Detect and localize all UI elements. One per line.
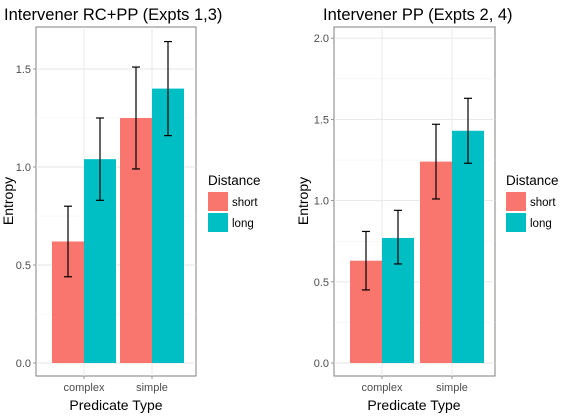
- y-tick-label: 1.0: [16, 162, 31, 174]
- x-tick-label: complex: [362, 382, 403, 394]
- chart-right-x-ticks: complex simple: [362, 376, 468, 394]
- y-tick-label: 0.5: [16, 260, 31, 272]
- legend-label-long: long: [232, 218, 254, 230]
- legend-key-long: [208, 213, 228, 232]
- chart-left: Intervener RC+PP (Expts 1,3) 0.0 0.5 1.0 1.…: [0, 6, 261, 413]
- chart-right-y-ticks: 0.0 0.5 1.0 1.5 2.0: [314, 33, 334, 370]
- error-bar-long-simple: [464, 97, 472, 164]
- y-tick-label: 1.5: [16, 64, 31, 76]
- chart-right: Intervener PP (Expts 2, 4) 0.0 0.5 1.0 1.5 2…: [295, 6, 559, 413]
- x-tick-label: complex: [64, 382, 105, 394]
- error-bar-long-complex: [96, 117, 104, 201]
- error-bar-short-simple: [132, 66, 140, 170]
- legend-key-short: [208, 192, 228, 211]
- legend-label-short: short: [232, 197, 258, 209]
- chart-left-error-bars: [64, 40, 172, 278]
- chart-right-error-bars: [362, 97, 472, 291]
- chart-left-legend-title: Distance: [208, 173, 261, 188]
- y-tick-label: 0.5: [314, 277, 329, 289]
- x-tick-label: simple: [136, 382, 168, 394]
- y-tick-label: 1.0: [314, 196, 329, 208]
- legend-label-short: short: [530, 197, 556, 209]
- chart-right-title: Intervener PP (Expts 2, 4): [323, 6, 513, 24]
- error-bar-short-complex: [64, 205, 72, 278]
- chart-left-legend: Distance short long: [208, 173, 261, 232]
- chart-left-y-ticks: 0.0 0.5 1.0 1.5: [16, 64, 36, 370]
- legend-label-long: long: [530, 218, 552, 230]
- error-bar-long-complex: [394, 209, 402, 265]
- error-bar-short-complex: [362, 230, 370, 291]
- chart-right-legend: Distance short long: [506, 173, 559, 232]
- chart-left-y-axis-title: Entropy: [0, 177, 16, 225]
- chart-right-y-axis-title: Entropy: [295, 177, 311, 225]
- chart-right-x-axis-title: Predicate Type: [367, 397, 460, 413]
- y-tick-label: 0.0: [16, 358, 31, 370]
- chart-right-bars: [350, 130, 484, 363]
- x-tick-label: simple: [436, 382, 468, 394]
- chart-right-legend-title: Distance: [506, 173, 559, 188]
- bar-long-simple: [452, 130, 484, 363]
- chart-left-x-ticks: complex simple: [64, 376, 168, 394]
- y-tick-label: 0.0: [314, 358, 329, 370]
- error-bar-short-simple: [432, 123, 440, 200]
- chart-left-x-axis-title: Predicate Type: [69, 397, 162, 413]
- y-tick-label: 1.5: [314, 114, 329, 126]
- y-tick-label: 2.0: [314, 33, 329, 45]
- legend-key-long: [506, 213, 526, 232]
- error-bar-long-simple: [164, 40, 172, 137]
- chart-left-title: Intervener RC+PP (Expts 1,3): [4, 6, 222, 24]
- legend-key-short: [506, 192, 526, 211]
